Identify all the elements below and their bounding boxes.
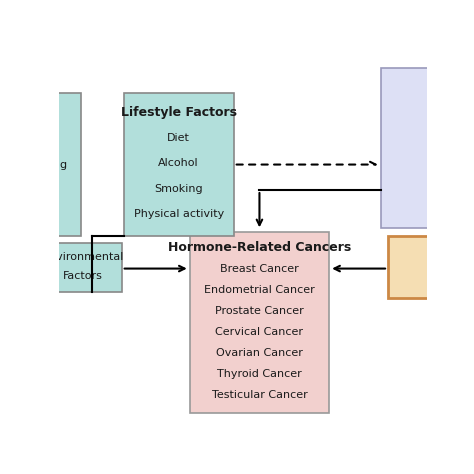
FancyBboxPatch shape <box>45 93 82 236</box>
FancyBboxPatch shape <box>45 243 122 292</box>
Text: Prostate Cancer: Prostate Cancer <box>215 306 304 316</box>
Text: g: g <box>59 160 66 170</box>
Text: Testicular Cancer: Testicular Cancer <box>211 390 307 400</box>
Text: Cervical Cancer: Cervical Cancer <box>216 327 303 337</box>
Text: Factors: Factors <box>63 271 103 281</box>
Text: Physical activity: Physical activity <box>134 209 224 219</box>
FancyBboxPatch shape <box>124 93 234 236</box>
FancyBboxPatch shape <box>190 232 329 413</box>
Text: Alcohol: Alcohol <box>158 158 199 168</box>
Text: Thyroid Cancer: Thyroid Cancer <box>217 369 302 379</box>
Text: Endometrial Cancer: Endometrial Cancer <box>204 285 315 295</box>
FancyBboxPatch shape <box>381 68 428 228</box>
Text: Breast Cancer: Breast Cancer <box>220 264 299 274</box>
Text: Smoking: Smoking <box>155 184 203 194</box>
Text: Diet: Diet <box>167 133 190 143</box>
FancyBboxPatch shape <box>388 236 432 298</box>
Text: Lifestyle Factors: Lifestyle Factors <box>121 106 237 119</box>
Text: Environmental: Environmental <box>43 252 124 262</box>
Text: Hormone-Related Cancers: Hormone-Related Cancers <box>168 241 351 255</box>
Text: Ovarian Cancer: Ovarian Cancer <box>216 348 303 358</box>
